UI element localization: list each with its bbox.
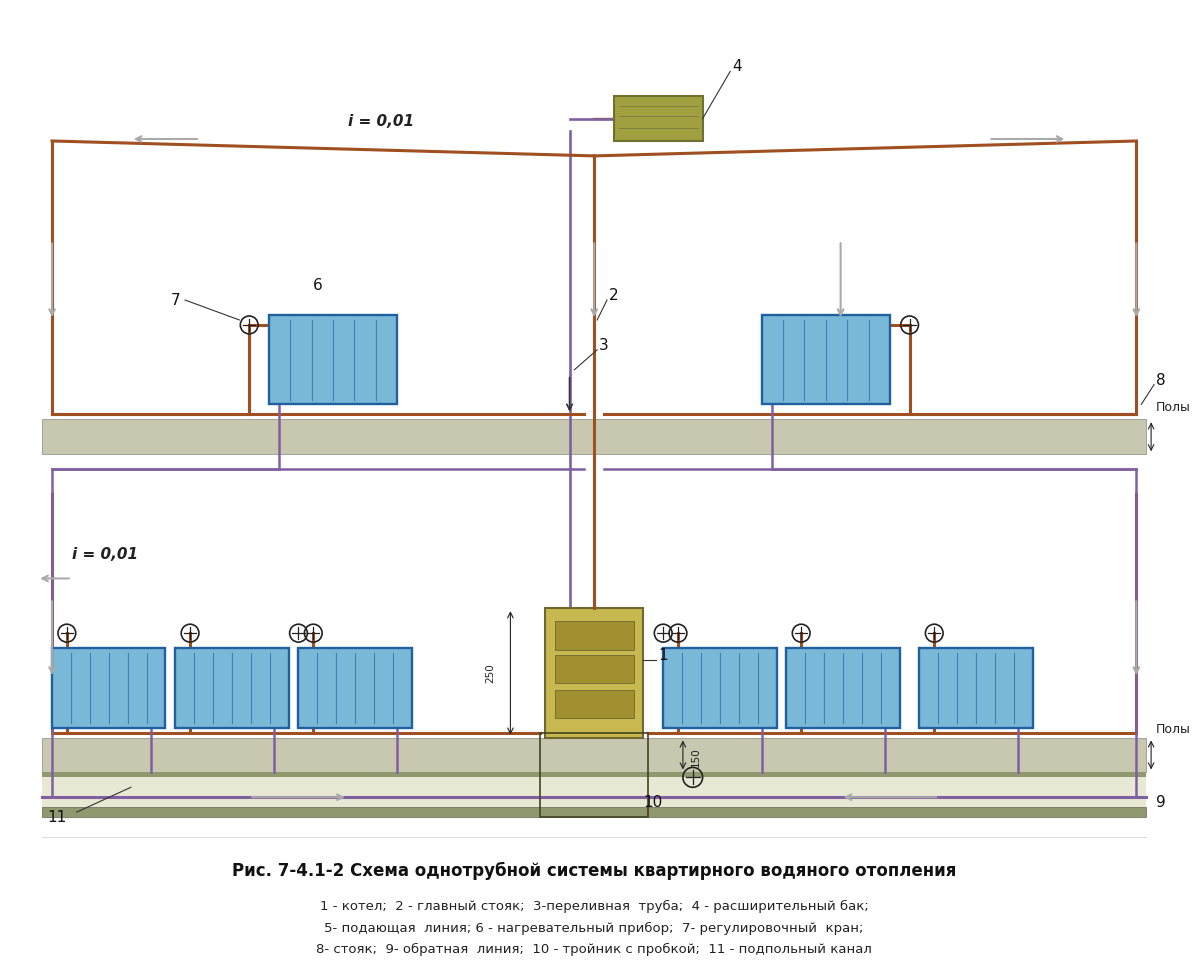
Text: 250: 250: [486, 663, 496, 683]
Bar: [614, 96, 703, 141]
Text: Рис. 7-4.1-2 Схема однотрубной системы квартирного водяного отопления: Рис. 7-4.1-2 Схема однотрубной системы к…: [232, 862, 956, 880]
Text: 1: 1: [659, 648, 668, 663]
Text: 150: 150: [691, 748, 701, 768]
Text: 9: 9: [1156, 795, 1165, 810]
Bar: [786, 648, 900, 728]
Bar: [554, 690, 634, 718]
Text: 8- стояк;  9- обратная  линия;  10 - тройник с пробкой;  11 - подпольный канал: 8- стояк; 9- обратная линия; 10 - тройни…: [317, 944, 872, 956]
Text: 11: 11: [47, 810, 66, 825]
Bar: [554, 621, 634, 650]
Text: i = 0,01: i = 0,01: [348, 114, 414, 130]
Bar: [42, 772, 1146, 817]
Bar: [554, 655, 634, 684]
Text: 6: 6: [313, 279, 323, 293]
Text: Полы: Полы: [1156, 723, 1190, 735]
Bar: [664, 648, 776, 728]
Bar: [42, 420, 1146, 454]
Bar: [540, 732, 648, 817]
Text: 4: 4: [732, 59, 742, 74]
Text: 1 - котел;  2 - главный стояк;  3-переливная  труба;  4 - расширительный бак;: 1 - котел; 2 - главный стояк; 3-переливн…: [320, 900, 869, 913]
Bar: [545, 609, 643, 737]
Text: i = 0,01: i = 0,01: [72, 546, 138, 562]
Text: 8: 8: [1156, 373, 1165, 388]
Bar: [762, 315, 890, 404]
Bar: [42, 737, 1146, 772]
Text: 7: 7: [170, 293, 180, 308]
Bar: [42, 772, 1146, 777]
Text: 2: 2: [608, 288, 618, 303]
Bar: [269, 315, 397, 404]
Text: 10: 10: [643, 795, 662, 810]
Bar: [42, 807, 1146, 817]
Bar: [175, 648, 289, 728]
Text: 5- подающая  линия; 6 - нагревательный прибор;  7- регулировочный  кран;: 5- подающая линия; 6 - нагревательный пр…: [324, 921, 864, 935]
Bar: [52, 648, 166, 728]
Text: 3: 3: [599, 338, 608, 353]
Bar: [299, 648, 412, 728]
Text: Полы: Полы: [1156, 401, 1190, 414]
Bar: [919, 648, 1033, 728]
